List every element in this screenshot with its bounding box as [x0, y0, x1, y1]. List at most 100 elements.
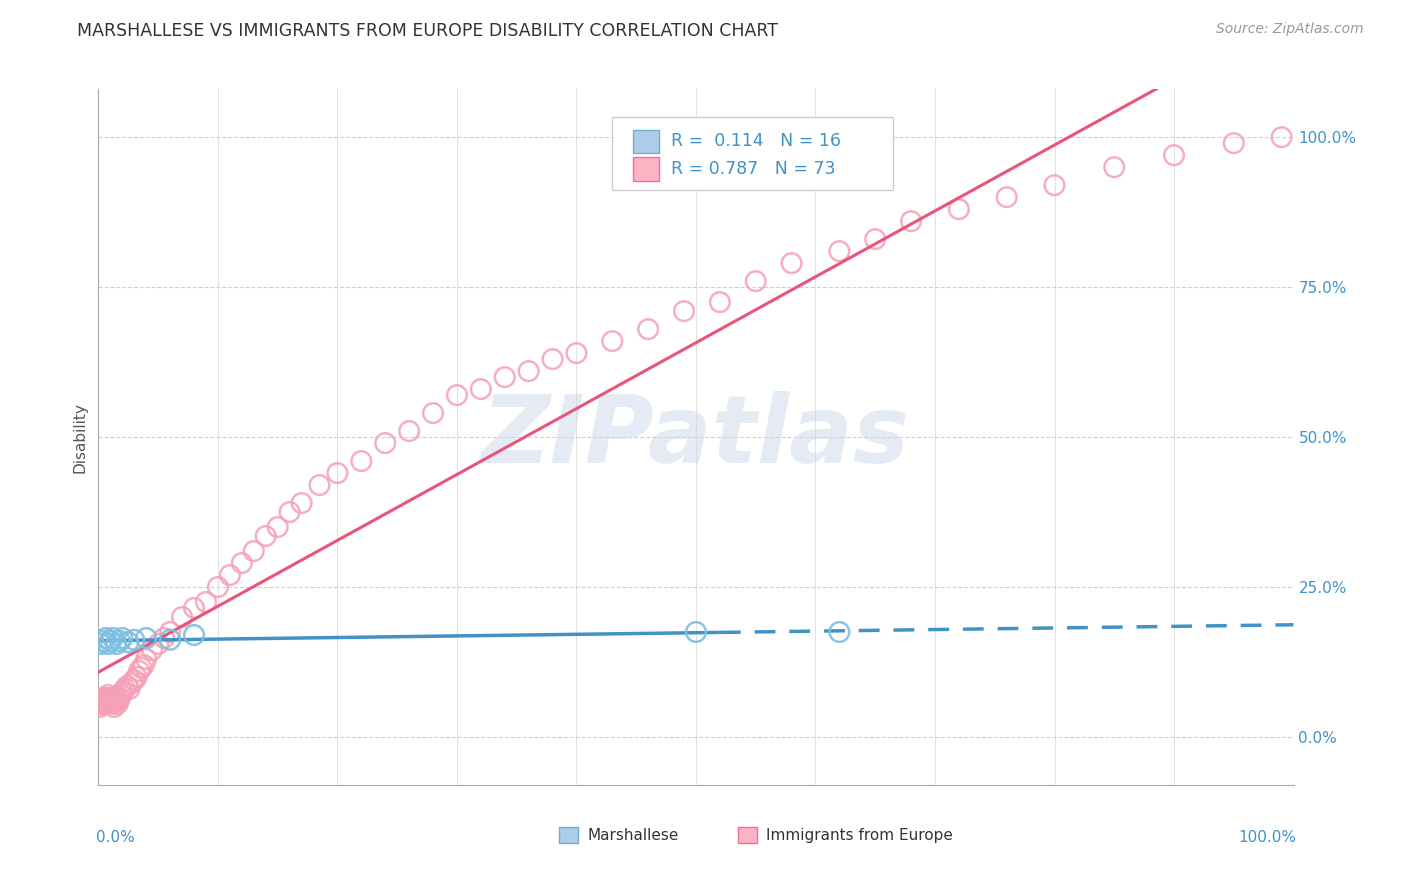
Point	[350, 454, 373, 468]
Point	[517, 364, 540, 378]
Y-axis label: Disability: Disability	[72, 401, 87, 473]
Point	[111, 631, 134, 645]
Point	[422, 406, 444, 420]
Text: Immigrants from Europe: Immigrants from Europe	[766, 828, 953, 843]
FancyBboxPatch shape	[613, 117, 893, 190]
Point	[780, 256, 803, 270]
Point	[94, 631, 117, 645]
Point	[828, 244, 851, 259]
Point	[828, 625, 851, 640]
Point	[135, 631, 157, 645]
Point	[103, 700, 125, 714]
Point	[107, 697, 129, 711]
Point	[125, 670, 148, 684]
Point	[98, 690, 122, 705]
Point	[254, 529, 277, 543]
Point	[121, 676, 143, 690]
Text: MARSHALLESE VS IMMIGRANTS FROM EUROPE DISABILITY CORRELATION CHART: MARSHALLESE VS IMMIGRANTS FROM EUROPE DI…	[77, 22, 779, 40]
Text: 0.0%: 0.0%	[96, 830, 135, 846]
Point	[124, 632, 146, 647]
Point	[101, 697, 124, 711]
Point	[637, 322, 659, 336]
Point	[673, 304, 696, 318]
Point	[267, 520, 290, 534]
Point	[1271, 130, 1294, 145]
Point	[398, 424, 420, 438]
Point	[159, 625, 181, 640]
Point	[172, 610, 194, 624]
Point	[114, 681, 136, 696]
Text: Marshallese: Marshallese	[588, 828, 679, 843]
Point	[195, 595, 218, 609]
Point	[91, 694, 114, 708]
Bar	[738, 828, 756, 843]
Point	[104, 694, 127, 708]
Text: 100.0%: 100.0%	[1237, 830, 1296, 846]
Point	[1043, 178, 1066, 193]
Point	[101, 631, 124, 645]
Point	[115, 679, 138, 693]
Point	[89, 700, 111, 714]
Point	[108, 690, 131, 705]
Point	[107, 694, 129, 708]
Point	[118, 681, 141, 696]
Point	[124, 673, 146, 687]
Point	[100, 694, 122, 708]
Point	[96, 690, 118, 705]
Text: R =  0.114   N = 16: R = 0.114 N = 16	[671, 132, 841, 151]
Bar	[633, 129, 659, 153]
Point	[243, 544, 266, 558]
Bar	[558, 828, 578, 843]
Point	[141, 643, 163, 657]
Point	[111, 685, 134, 699]
Text: Source: ZipAtlas.com: Source: ZipAtlas.com	[1216, 22, 1364, 37]
Point	[291, 496, 314, 510]
Point	[105, 690, 128, 705]
Point	[91, 690, 114, 705]
Text: ZIPatlas: ZIPatlas	[482, 391, 910, 483]
Point	[278, 505, 301, 519]
Point	[97, 637, 120, 651]
Point	[219, 568, 242, 582]
Point	[117, 635, 139, 649]
Point	[90, 697, 112, 711]
Point	[153, 631, 176, 645]
Point	[1104, 160, 1126, 174]
Point	[131, 661, 153, 675]
Point	[108, 634, 131, 648]
Point	[207, 580, 229, 594]
Point	[602, 334, 624, 348]
Point	[183, 601, 205, 615]
Point	[565, 346, 588, 360]
Point	[148, 637, 170, 651]
Point	[494, 370, 516, 384]
Point	[132, 658, 155, 673]
Point	[470, 382, 492, 396]
Point	[98, 634, 122, 648]
Point	[865, 232, 887, 246]
Point	[93, 697, 115, 711]
Point	[685, 625, 707, 640]
Point	[1163, 148, 1185, 162]
Point	[94, 694, 117, 708]
Point	[105, 637, 128, 651]
Point	[995, 190, 1018, 204]
Point	[135, 652, 157, 666]
Point	[374, 436, 396, 450]
Point	[948, 202, 970, 216]
Point	[91, 634, 114, 648]
Point	[1223, 136, 1246, 151]
Point	[709, 295, 731, 310]
Point	[98, 694, 121, 708]
Point	[110, 688, 132, 702]
Bar	[633, 157, 659, 181]
Point	[159, 632, 181, 647]
Point	[541, 352, 564, 367]
Point	[900, 214, 922, 228]
Point	[90, 637, 112, 651]
Point	[308, 478, 330, 492]
Point	[446, 388, 468, 402]
Point	[745, 274, 768, 288]
Point	[326, 466, 349, 480]
Point	[128, 664, 150, 678]
